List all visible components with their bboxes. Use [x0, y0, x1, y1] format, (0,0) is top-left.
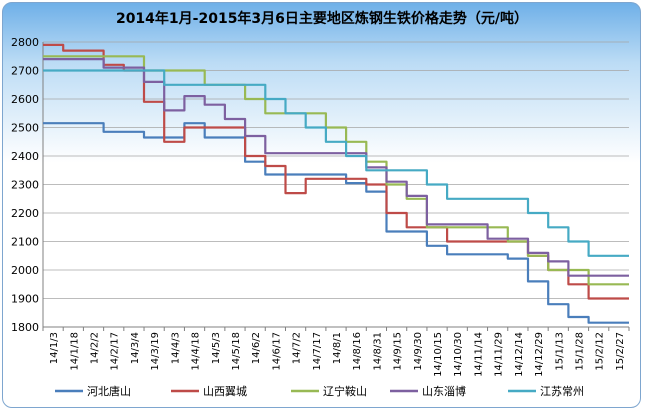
y-tick-label: 2700	[11, 65, 39, 78]
y-tick-label: 2000	[11, 264, 39, 277]
x-tick-label: 14/10/30	[453, 332, 464, 377]
y-tick-label: 1800	[11, 321, 39, 334]
legend-label: 河北唐山	[87, 384, 131, 398]
gridlines	[43, 41, 629, 328]
series-line	[43, 43, 629, 300]
y-tick-label: 2600	[11, 93, 39, 106]
y-tick-label: 2800	[11, 36, 39, 49]
y-axis-ticks: 1800 1900 2000 2100 2200 2300 2400 2500 2600 2700…	[11, 36, 39, 334]
x-tick-label: 14/1/18	[69, 332, 80, 371]
x-tick-label: 14/4/3	[170, 332, 181, 364]
x-tick-label: 14/7/2	[292, 332, 303, 364]
x-tick-label: 14/6/17	[271, 332, 282, 371]
x-tick-label: 14/6/2	[251, 332, 262, 364]
x-tick-label: 15/2/27	[615, 332, 626, 371]
x-tick-label: 14/9/15	[393, 332, 404, 371]
x-tick-label: 14/11/29	[494, 332, 505, 377]
legend-label: 山西翼城	[203, 385, 247, 398]
y-tick-label: 2300	[11, 179, 39, 192]
x-tick-label: 14/5/18	[231, 332, 242, 371]
x-tick-label: 14/7/17	[312, 332, 323, 371]
x-tick-label: 14/12/29	[534, 332, 545, 377]
x-tick-label: 14/9/30	[413, 332, 424, 371]
y-tick-label: 2200	[11, 207, 39, 220]
series-line	[43, 69, 629, 257]
x-tick-label: 15/1/28	[574, 332, 585, 371]
legend-label: 江苏常州	[540, 385, 584, 398]
x-tick-label: 14/2/17	[110, 332, 121, 371]
x-tick-label: 14/8/1	[332, 332, 343, 364]
y-tick-label: 2500	[11, 122, 39, 135]
x-axis-ticks: 14/1/3 14/1/18 14/2/2 14/2/17 14/3/4 14/3/19 1…	[49, 332, 626, 377]
x-tick-label: 15/2/12	[595, 332, 606, 371]
x-tick-label: 14/8/31	[372, 332, 383, 371]
x-tick-label: 14/8/16	[352, 332, 363, 371]
legend: 河北唐山 山西翼城 辽宁鞍山 山东淄博 江苏常州	[55, 384, 584, 398]
y-tick-label: 2100	[11, 236, 39, 249]
series-lines	[43, 43, 629, 324]
series-line	[43, 122, 629, 324]
x-tick-label: 14/3/19	[150, 332, 161, 371]
series-line	[43, 58, 629, 277]
chart-frame: 2014年1月-2015年3月6日主要地区炼钢生铁价格走势（元/吨） 1800 1…	[2, 2, 641, 408]
x-tick-label: 14/2/2	[90, 332, 101, 364]
x-tick-label: 14/4/18	[191, 332, 202, 371]
x-tick-label: 14/5/3	[211, 332, 222, 364]
x-tick-label: 14/1/3	[49, 332, 60, 364]
x-tick-label: 14/11/14	[473, 332, 484, 377]
line-chart: 2014年1月-2015年3月6日主要地区炼钢生铁价格走势（元/吨） 18001…	[11, 10, 630, 398]
x-tick-label: 15/1/13	[554, 332, 565, 371]
series-line	[43, 55, 629, 286]
x-tick-label: 14/10/15	[433, 332, 444, 377]
legend-label: 辽宁鞍山	[323, 384, 367, 398]
x-tick-label: 14/12/14	[514, 332, 525, 377]
axes	[42, 42, 630, 331]
legend-label: 山东淄博	[422, 385, 466, 398]
y-tick-label: 2400	[11, 150, 39, 163]
y-tick-label: 1900	[11, 293, 39, 306]
x-tick-label: 14/3/4	[130, 332, 141, 364]
chart-title: 2014年1月-2015年3月6日主要地区炼钢生铁价格走势（元/吨）	[116, 10, 528, 27]
